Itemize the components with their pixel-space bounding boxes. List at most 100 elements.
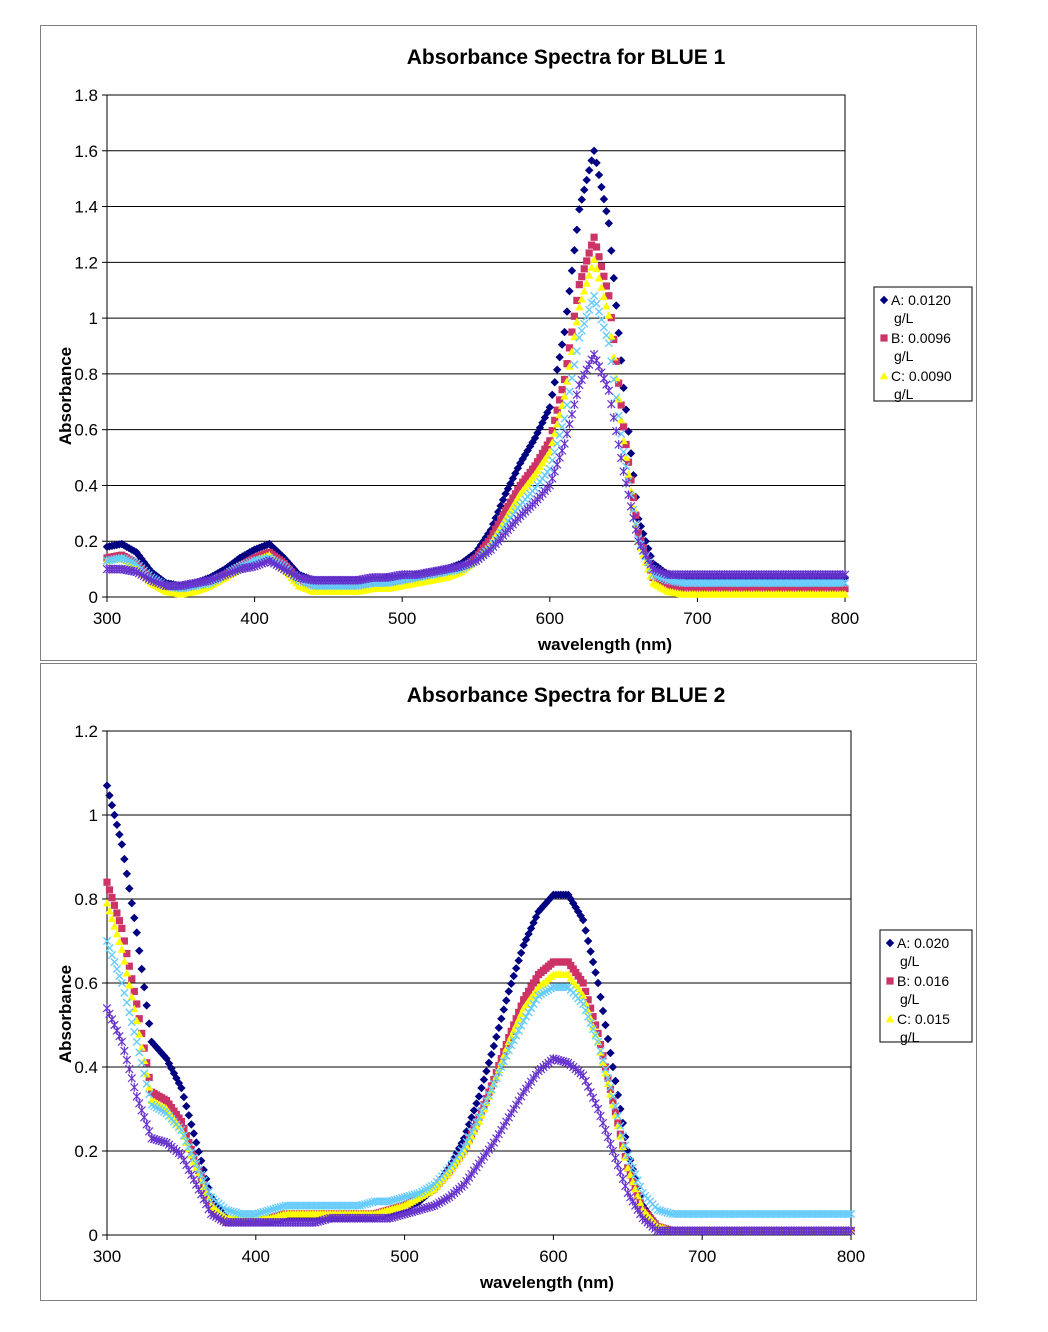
data-point <box>129 558 139 567</box>
data-point <box>575 302 584 311</box>
data-point <box>517 1021 526 1030</box>
data-point <box>558 422 567 431</box>
chart-1-y-axis-title: Absorbance <box>56 347 75 445</box>
data-point <box>624 470 633 478</box>
data-point <box>172 1074 181 1083</box>
data-point <box>132 928 141 937</box>
data-point <box>615 379 623 387</box>
chart-2-svg: Absorbance Spectra for BLUE 2 0 0.2 0.4 0.6… <box>56 684 973 1292</box>
data-point <box>606 1048 615 1058</box>
data-point <box>102 936 112 946</box>
data-point <box>189 1129 198 1138</box>
data-point <box>644 544 653 553</box>
x-tick-label: 300 <box>93 609 121 628</box>
y-tick-label: 0.4 <box>74 1058 98 1077</box>
chart-2-legend: A: 0.020 g/L B: 0.016 g/L C: 0.015 g/L <box>879 929 973 1045</box>
data-point <box>459 1146 469 1155</box>
data-point <box>514 1015 523 1023</box>
data-point <box>594 170 604 180</box>
data-point <box>588 957 598 967</box>
data-point <box>412 1189 422 1198</box>
data-point <box>595 253 603 261</box>
data-point <box>604 386 614 396</box>
legend-entry-line: g/L <box>900 1029 920 1045</box>
data-point <box>149 1040 159 1049</box>
data-point <box>599 292 609 301</box>
data-point <box>133 1000 141 1008</box>
data-point <box>553 406 561 414</box>
data-point <box>572 225 582 234</box>
data-point <box>570 246 579 255</box>
data-point <box>179 1092 189 1102</box>
data-point <box>618 1131 627 1140</box>
data-point <box>614 440 623 449</box>
data-point <box>606 1083 615 1092</box>
data-point <box>112 964 122 974</box>
y-tick-label: 1.2 <box>74 722 98 741</box>
data-point <box>199 1176 208 1185</box>
data-point <box>509 1026 518 1034</box>
y-tick-label: 0.2 <box>74 1142 98 1161</box>
data-point <box>591 1021 600 1029</box>
data-point <box>597 283 606 291</box>
data-point <box>460 1142 469 1151</box>
data-point <box>445 1163 454 1172</box>
data-point <box>113 909 121 917</box>
data-point <box>489 530 497 538</box>
data-point <box>567 373 577 383</box>
data-point <box>137 554 146 564</box>
data-point <box>598 1118 608 1128</box>
data-point <box>584 996 592 1004</box>
data-point <box>601 1065 610 1074</box>
legend-entry: B: 0.0096 g/L <box>891 330 951 364</box>
data-point <box>177 1125 186 1135</box>
x-tick-label: 300 <box>93 1247 121 1266</box>
data-point <box>562 307 572 316</box>
data-point <box>601 1020 610 1030</box>
data-point <box>132 1016 141 1025</box>
legend-marker <box>879 295 889 305</box>
data-point <box>560 327 569 337</box>
data-point <box>624 427 633 436</box>
y-tick-label: 0 <box>89 1226 98 1245</box>
data-point <box>596 1111 605 1121</box>
data-point <box>504 987 513 996</box>
data-point <box>499 1051 508 1060</box>
x-tick-label: 800 <box>831 609 859 628</box>
data-point <box>506 506 515 514</box>
data-point <box>254 1209 263 1218</box>
data-point <box>509 494 517 502</box>
data-point <box>551 416 559 424</box>
data-point <box>501 506 510 515</box>
legend-marker <box>885 1014 895 1023</box>
data-point <box>142 1079 151 1088</box>
data-point <box>609 413 618 422</box>
data-point <box>618 1142 628 1151</box>
data-point <box>192 1159 201 1168</box>
chart-1-title: Absorbance Spectra for BLUE 1 <box>407 46 726 69</box>
data-point <box>594 307 604 316</box>
chart-2-gridlines <box>107 814 851 1152</box>
data-point <box>552 365 562 374</box>
data-point <box>117 945 127 953</box>
data-point <box>492 1074 501 1083</box>
data-point <box>577 195 586 204</box>
data-point <box>616 453 626 463</box>
data-point <box>474 1092 484 1101</box>
data-point <box>607 357 616 366</box>
data-point <box>138 1029 146 1037</box>
legend-entry-line: g/L <box>900 953 920 969</box>
data-point <box>529 999 538 1009</box>
data-point <box>572 317 582 326</box>
data-point <box>108 894 116 902</box>
data-point <box>522 992 530 1000</box>
data-point <box>135 1015 143 1023</box>
data-point <box>266 1205 275 1214</box>
x-tick-label: 500 <box>388 609 416 628</box>
data-point <box>621 405 631 414</box>
data-point <box>125 962 133 970</box>
data-point <box>521 935 531 944</box>
data-point <box>514 486 522 494</box>
legend-marker <box>885 938 895 948</box>
data-point <box>107 950 117 960</box>
